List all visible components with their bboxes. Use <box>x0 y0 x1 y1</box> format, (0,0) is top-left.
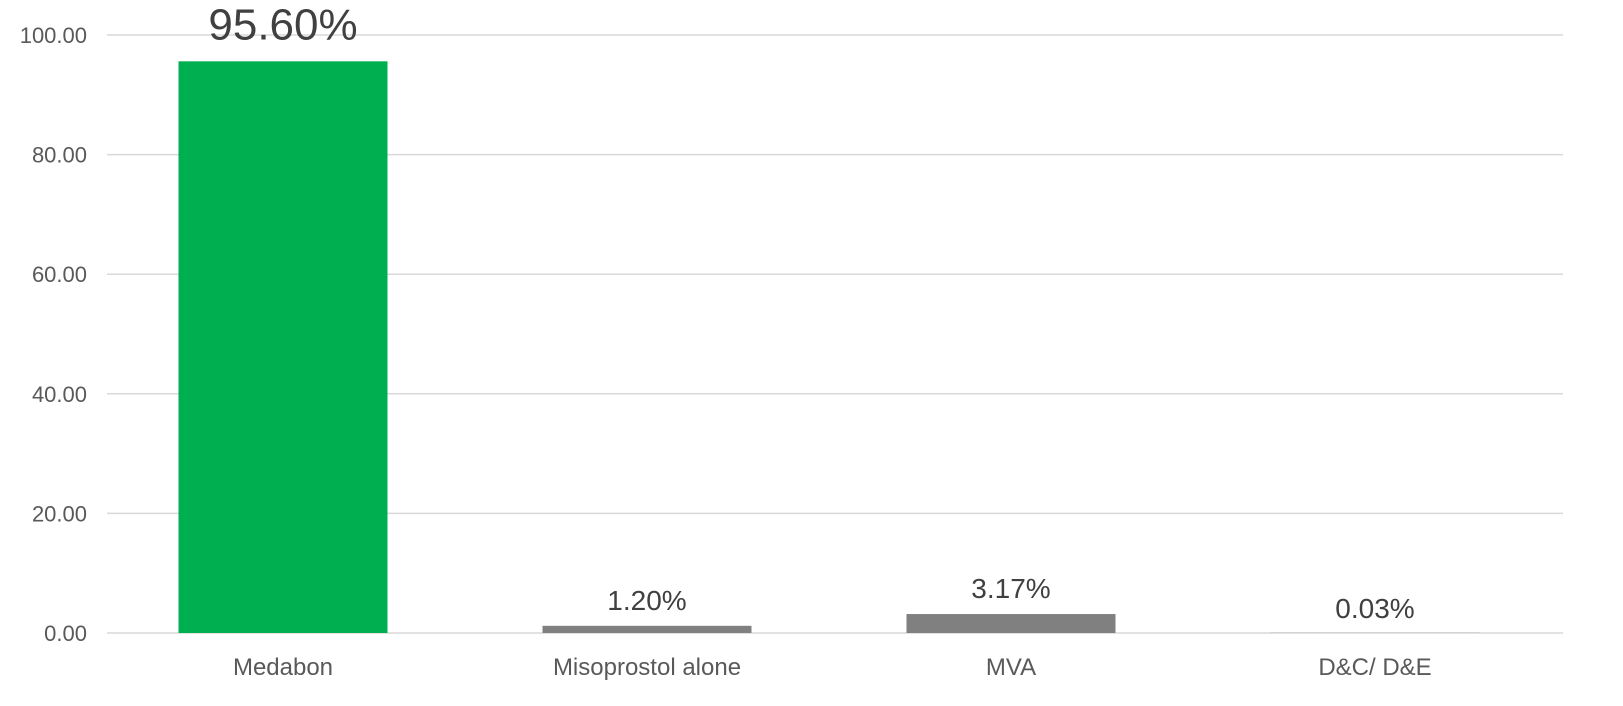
y-axis-ticks: 0.00 20.00 40.00 60.00 80.00 100.00 <box>20 23 87 646</box>
y-tick-label: 40.00 <box>32 382 87 407</box>
data-label: 95.60% <box>208 0 357 49</box>
y-tick-label: 60.00 <box>32 262 87 287</box>
data-label: 0.03% <box>1335 593 1414 624</box>
x-category-label: D&C/ D&E <box>1318 654 1431 681</box>
bar-2 <box>906 614 1116 633</box>
y-tick-label: 20.00 <box>32 501 87 526</box>
data-label: 1.20% <box>607 585 686 616</box>
y-tick-label: 80.00 <box>32 143 87 168</box>
x-axis-categories: Medabon Misoprostol alone MVA D&C/ D&E <box>233 654 1432 681</box>
x-category-label: Medabon <box>233 654 333 681</box>
y-tick-label: 100.00 <box>20 23 87 48</box>
bars <box>178 61 1480 633</box>
data-label: 3.17% <box>971 573 1050 604</box>
data-labels: 95.60% 1.20% 3.17% 0.03% <box>208 0 1414 624</box>
x-category-label: MVA <box>986 654 1036 681</box>
x-category-label: Misoprostol alone <box>553 654 741 681</box>
y-tick-label: 0.00 <box>44 621 87 646</box>
bar-1 <box>542 625 752 633</box>
bar-0 <box>178 61 388 633</box>
